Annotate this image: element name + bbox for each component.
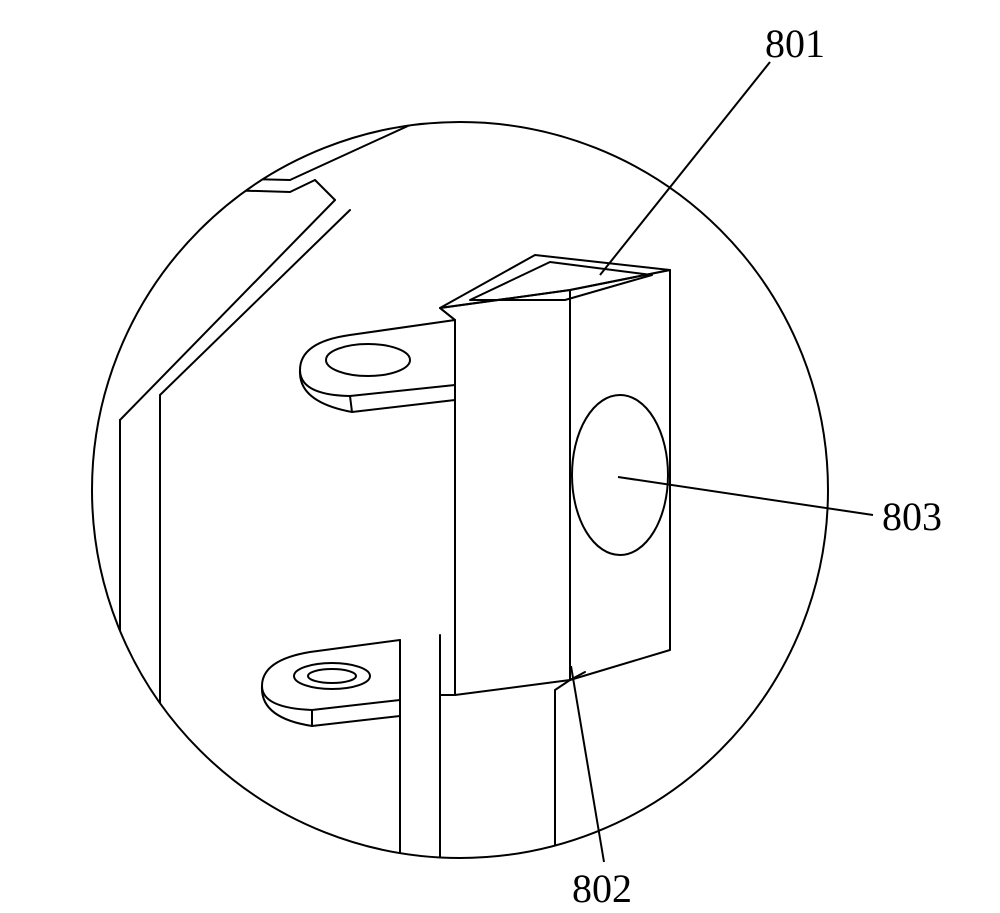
label-801: 801: [765, 20, 825, 67]
leader-801: [600, 62, 770, 275]
background-panel-edges: [90, 125, 410, 800]
leader-803: [618, 477, 873, 515]
slot-opening-801: [470, 262, 652, 300]
figure-stage: 801 803 802: [0, 0, 1000, 913]
label-803: 803: [882, 493, 942, 540]
label-802: 802: [572, 865, 632, 912]
tech-drawing: [0, 0, 1000, 913]
lower-ear-slot-outer: [294, 663, 370, 689]
lower-ear-slot-inner: [308, 669, 356, 683]
upper-ear-hole: [326, 344, 410, 376]
clipped-parts: [90, 125, 670, 870]
main-block: [440, 255, 670, 695]
upper-ear: [300, 320, 455, 412]
lower-rib: [400, 635, 585, 870]
lower-ear: [262, 640, 400, 726]
detail-circle: [92, 122, 828, 858]
circular-hole-803: [572, 395, 668, 555]
leader-802: [571, 666, 604, 862]
